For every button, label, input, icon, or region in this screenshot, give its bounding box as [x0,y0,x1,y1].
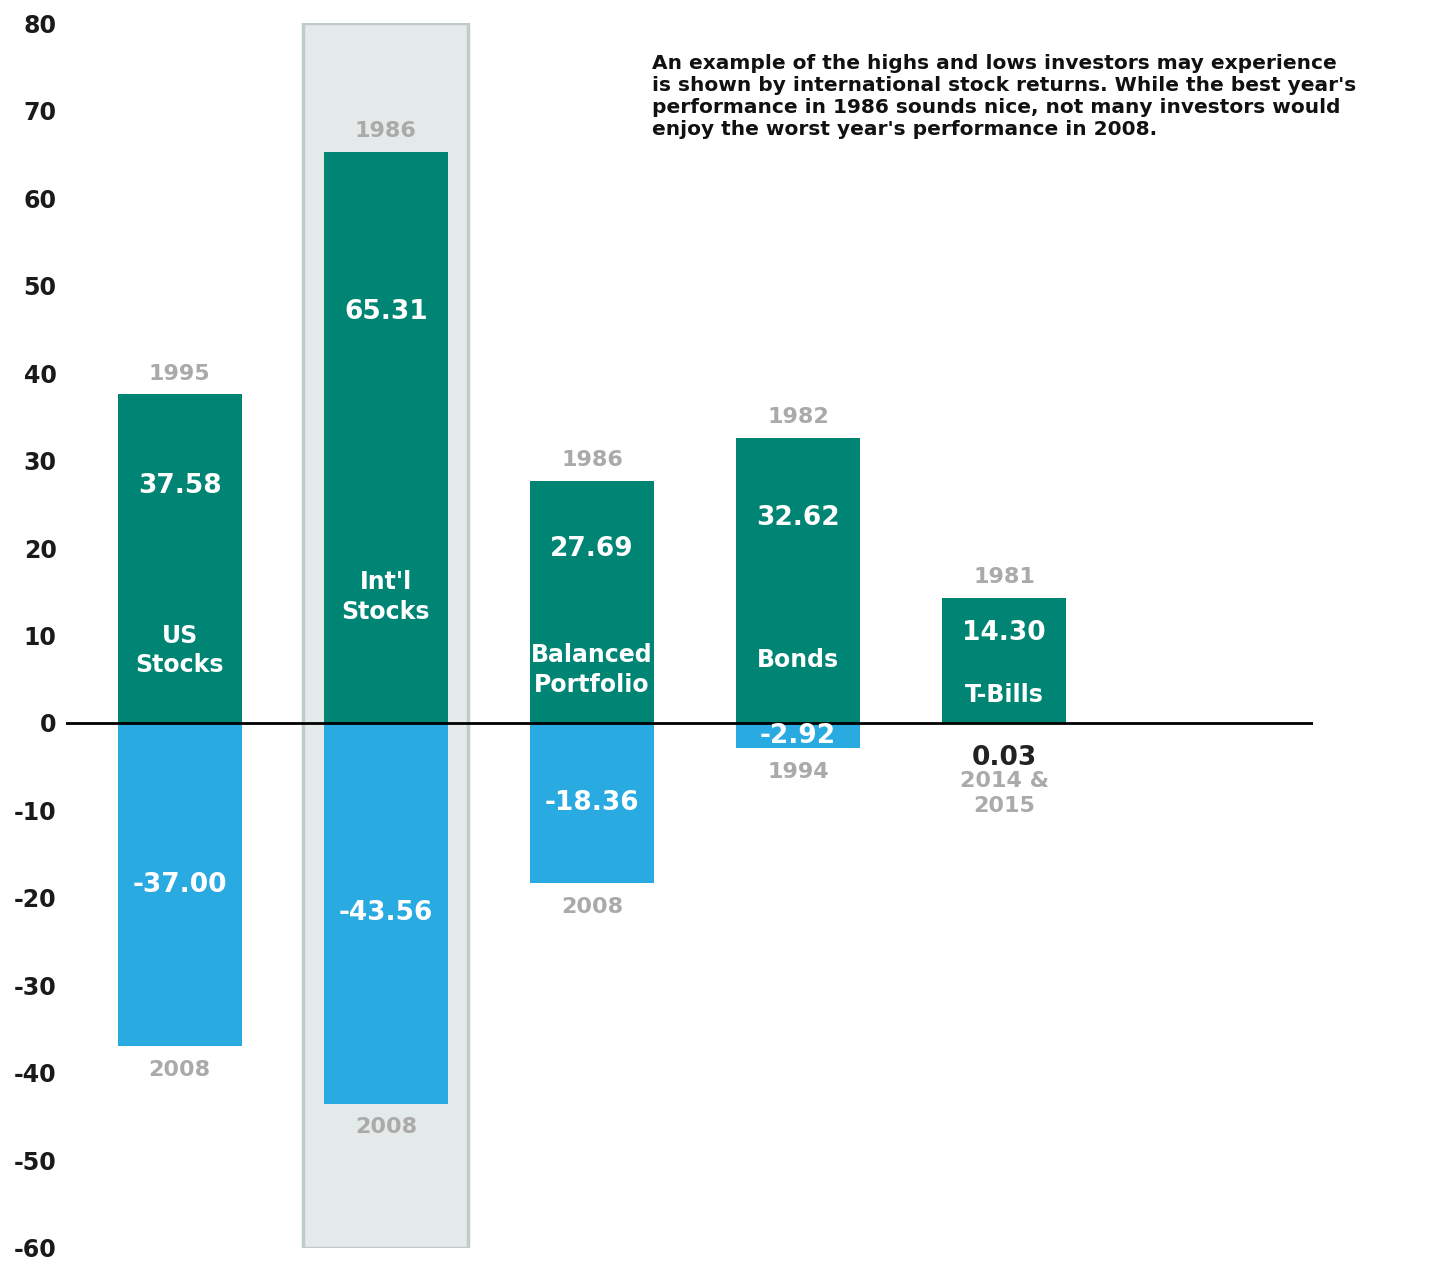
Bar [530,481,654,723]
Text: 1994: 1994 [768,762,829,782]
Text: 2008: 2008 [148,1059,210,1079]
Text: 37.58: 37.58 [138,473,222,499]
Text: -2.92: -2.92 [760,722,837,749]
Text: 1981: 1981 [973,568,1035,587]
Bar [118,394,242,723]
Bar [736,438,860,723]
Bar [324,152,448,723]
Text: 2014 &
2015: 2014 & 2015 [959,771,1048,815]
Bar [304,23,468,1248]
Text: US
Stocks: US Stocks [135,624,225,678]
Text: Bonds: Bonds [757,648,840,672]
Text: 14.30: 14.30 [962,620,1045,646]
Text: 1995: 1995 [148,364,210,384]
Text: -37.00: -37.00 [132,872,228,898]
Text: Int'l
Stocks: Int'l Stocks [341,570,431,624]
Text: T-Bills: T-Bills [965,684,1044,707]
Bar [324,723,448,1104]
Text: 2008: 2008 [562,897,624,916]
Text: 0.03: 0.03 [972,745,1037,771]
Text: 1986: 1986 [354,121,416,142]
Text: Balanced
Portfolio: Balanced Portfolio [531,643,652,697]
Text: 1982: 1982 [768,407,829,427]
Text: -43.56: -43.56 [338,901,433,926]
Text: 32.62: 32.62 [756,504,840,531]
Bar [942,598,1066,723]
Text: -18.36: -18.36 [544,790,639,817]
Text: 27.69: 27.69 [550,536,634,561]
Text: 65.31: 65.31 [344,299,428,325]
Bar [736,723,860,749]
Text: 1986: 1986 [562,450,624,471]
Text: 2008: 2008 [354,1116,418,1137]
Bar [530,723,654,883]
Bar [118,723,242,1046]
Text: An example of the highs and lows investors may experience
is shown by internatio: An example of the highs and lows investo… [652,54,1356,139]
